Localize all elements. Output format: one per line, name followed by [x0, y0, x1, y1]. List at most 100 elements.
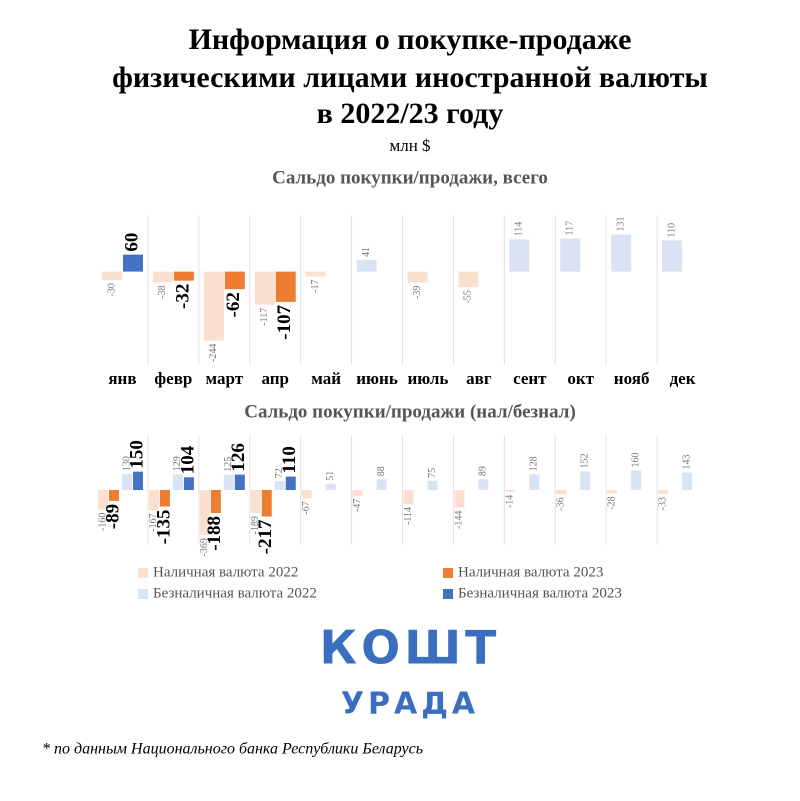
bar: [352, 490, 363, 496]
data-label: -36: [556, 497, 567, 510]
bar: [234, 474, 245, 490]
data-label: -30: [106, 283, 117, 296]
bar: [560, 238, 581, 272]
bar: [250, 490, 261, 514]
bar: [658, 490, 669, 495]
data-label: 51: [325, 471, 336, 481]
data-label: -107: [274, 304, 295, 339]
data-label: -14: [505, 495, 516, 508]
bar: [133, 471, 143, 490]
data-label: 104: [177, 445, 198, 474]
data-label: -32: [172, 284, 193, 309]
data-label: -47: [352, 499, 363, 512]
chart-title: Сальдо покупки/продажи, всего: [272, 167, 548, 188]
title-line: Информация о покупке-продаже: [189, 23, 632, 56]
bar: [152, 271, 173, 283]
data-label: -114: [403, 507, 414, 525]
title-line: в 2022/23 году: [317, 97, 504, 130]
bar: [148, 490, 159, 511]
data-label: -217: [255, 519, 276, 554]
data-label: 75: [427, 468, 438, 478]
x-tick-label: окт: [567, 369, 594, 388]
bar: [529, 474, 540, 490]
data-label: 110: [279, 446, 300, 473]
bar: [407, 271, 428, 283]
logo-text: КОШТ: [320, 621, 501, 675]
bar: [98, 490, 108, 510]
bar: [109, 490, 119, 501]
x-tick-label: авг: [466, 369, 492, 388]
data-label: -144: [454, 511, 465, 529]
bar: [607, 490, 618, 494]
data-label: -369: [199, 538, 210, 556]
x-tick-label: янв: [108, 369, 136, 388]
data-label: 114: [514, 222, 525, 237]
data-label: 152: [580, 453, 591, 468]
x-tick-label: июнь: [356, 369, 398, 388]
data-label: -160: [97, 513, 108, 531]
bar: [301, 490, 312, 499]
data-label: -62: [223, 292, 244, 317]
data-label: -167: [148, 513, 159, 531]
bar: [376, 479, 387, 490]
bar: [509, 239, 530, 272]
bar: [203, 271, 224, 341]
data-label: 160: [630, 452, 641, 467]
data-label: -28: [606, 496, 617, 509]
x-tick-label: июль: [408, 369, 449, 388]
bar: [556, 490, 567, 495]
bar: [454, 490, 465, 508]
data-label: -189: [250, 516, 261, 534]
data-label: 41: [361, 247, 372, 257]
bar: [611, 234, 632, 272]
legend-swatch: [443, 568, 453, 578]
data-label: 72: [274, 468, 285, 478]
bar: [261, 490, 272, 517]
bar: [478, 479, 489, 490]
data-label: 129: [172, 456, 183, 471]
logo-text: УРАДА: [341, 687, 479, 722]
data-label: 117: [565, 221, 576, 236]
data-label: 60: [121, 233, 142, 252]
data-label: 130: [121, 456, 132, 471]
chart-title: Сальдо покупки/продажи (нал/безнал): [244, 401, 576, 422]
x-tick-label: март: [206, 369, 244, 388]
unit: млн $: [389, 136, 430, 155]
legend-label: Наличная валюта 2022: [153, 564, 298, 580]
title-line: физическими лицами иностранной валюты: [112, 61, 708, 94]
bar: [223, 474, 234, 490]
bar: [427, 480, 438, 490]
bar: [274, 481, 285, 490]
bar: [458, 271, 479, 288]
legend-swatch: [138, 568, 148, 578]
data-label: 128: [529, 456, 540, 471]
bar: [505, 490, 516, 492]
bar: [210, 490, 221, 513]
bar: [275, 271, 296, 302]
bar: [403, 490, 414, 504]
data-label: 143: [681, 455, 692, 470]
legend-label: Безналичная валюта 2023: [458, 585, 622, 601]
footnote: * по данным Национального банка Республи…: [42, 741, 423, 758]
bar: [122, 474, 132, 490]
data-label: -135: [153, 510, 174, 545]
bar: [172, 474, 183, 490]
bar: [199, 490, 210, 536]
legend-swatch: [443, 589, 453, 599]
data-label: -67: [301, 501, 312, 514]
data-label: 131: [615, 217, 626, 232]
legend-label: Безналичная валюта 2022: [153, 585, 317, 601]
data-label: -89: [102, 504, 123, 529]
bar: [325, 483, 336, 490]
bar: [183, 477, 194, 490]
bar: [631, 470, 642, 490]
bar: [123, 254, 143, 272]
data-label: -117: [259, 308, 270, 326]
bar: [173, 271, 194, 281]
bar: [254, 271, 275, 305]
data-label: 150: [126, 440, 147, 469]
data-label: 89: [478, 466, 489, 476]
bar: [580, 471, 591, 490]
data-label: 110: [666, 223, 677, 238]
